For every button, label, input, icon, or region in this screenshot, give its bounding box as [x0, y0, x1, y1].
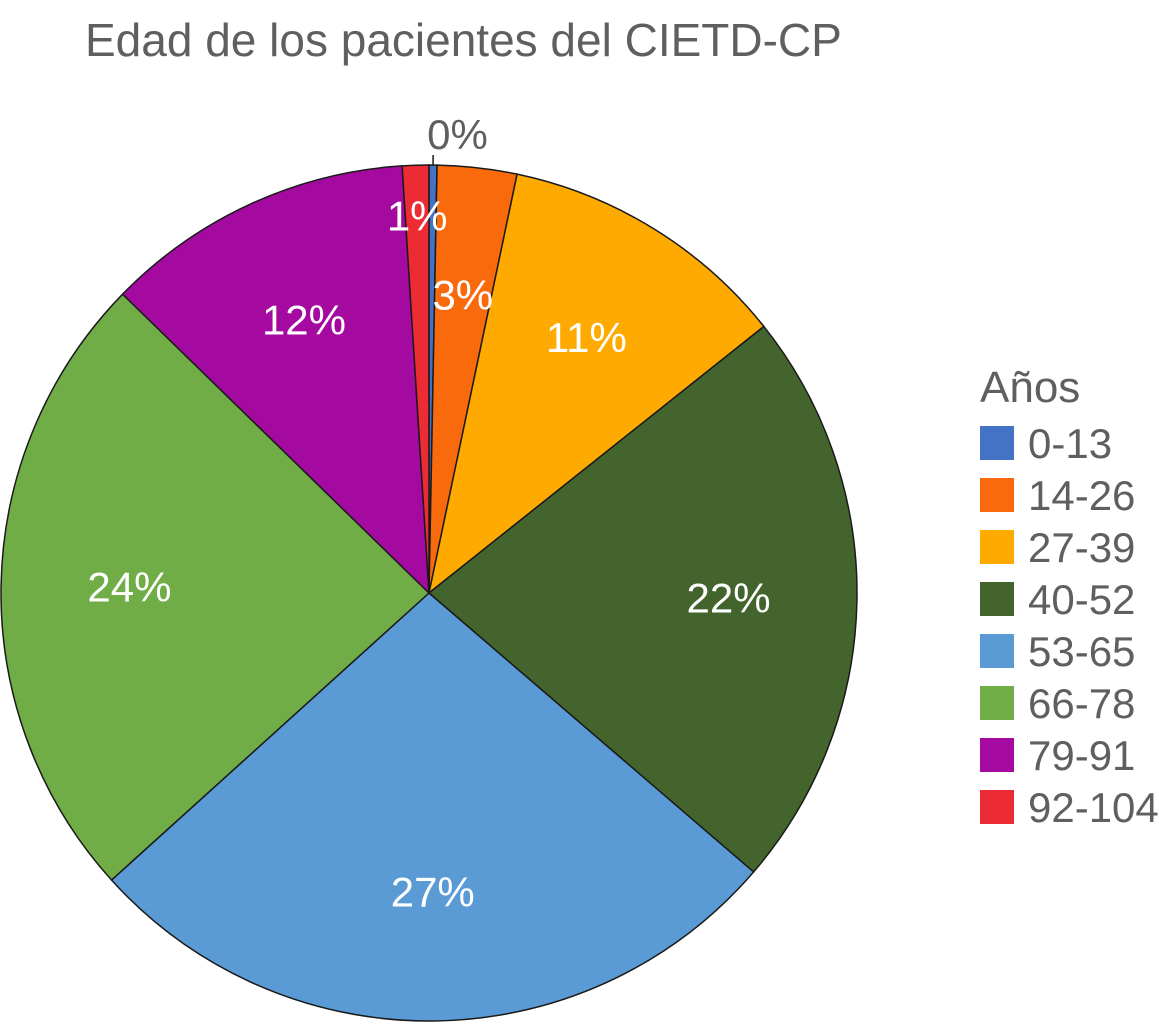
legend: Años 0-13 14-26 27-39 40-52 53-65 66-78 79-91 9…: [980, 363, 1159, 831]
chart-title: Edad de los pacientes del CIETD-CP: [85, 14, 842, 66]
pie-slices: [0, 164, 858, 1022]
legend-swatch-92-104: [980, 790, 1014, 824]
legend-swatch-40-52: [980, 582, 1014, 616]
slice-label-53-65: 27%: [391, 869, 475, 916]
slice-label-66-78: 24%: [87, 563, 171, 610]
slice-label-14-26: 3%: [432, 271, 493, 318]
pie-slice-92-104: [401, 164, 430, 594]
legend-title: Años: [980, 363, 1080, 412]
legend-label-66-78: 66-78: [1028, 680, 1135, 727]
legend-swatch-79-91: [980, 738, 1014, 772]
legend-label-79-91: 79-91: [1028, 732, 1135, 779]
legend-label-14-26: 14-26: [1028, 472, 1135, 519]
legend-label-0-13: 0-13: [1028, 420, 1112, 467]
pie-slice-27-39: [427, 173, 765, 595]
legend-label-53-65: 53-65: [1028, 628, 1135, 675]
legend-label-40-52: 40-52: [1028, 576, 1135, 623]
slice-label-92-104: 1%: [387, 193, 448, 240]
slice-label-0-13: 0%: [427, 111, 488, 158]
pie-slice-66-78: [0, 293, 431, 882]
legend-swatch-27-39: [980, 530, 1014, 564]
pie-slice-53-65: [110, 592, 755, 1022]
legend-swatch-66-78: [980, 686, 1014, 720]
slice-label-27-39: 11%: [546, 314, 627, 361]
legend-swatch-14-26: [980, 478, 1014, 512]
pie-slice-79-91: [121, 165, 430, 595]
pie-slice-40-52: [427, 325, 858, 874]
slice-labels: 0% 3% 11% 22% 27% 24% 12% 1%: [87, 111, 770, 916]
slice-label-40-52: 22%: [687, 575, 771, 622]
slice-label-79-91: 12%: [262, 297, 346, 344]
legend-swatch-0-13: [980, 426, 1014, 460]
legend-swatch-53-65: [980, 634, 1014, 668]
legend-label-92-104: 92-104: [1028, 784, 1159, 831]
legend-label-27-39: 27-39: [1028, 524, 1135, 571]
